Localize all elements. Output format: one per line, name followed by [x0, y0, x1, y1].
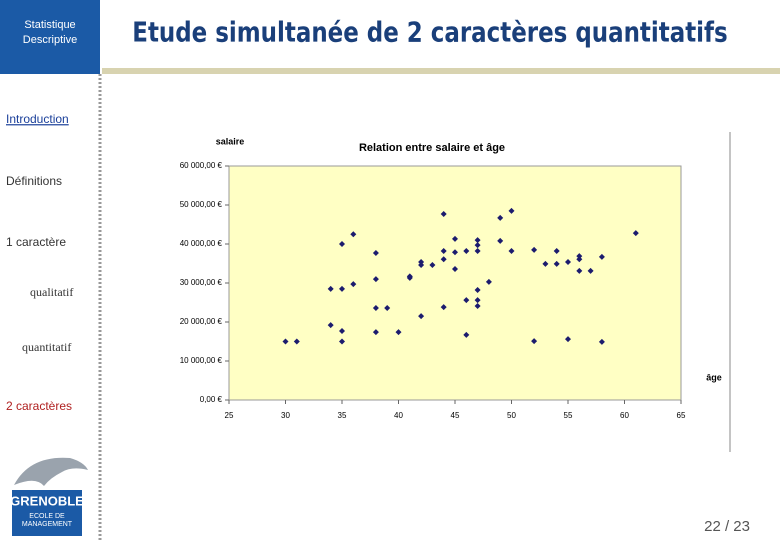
point — [327, 285, 334, 292]
x-tick-label: 40 — [394, 411, 403, 420]
point — [372, 276, 379, 283]
logo-subtitle-wrap: ECOLE DE MANAGEMENT — [21, 513, 73, 528]
point — [598, 338, 605, 345]
x-axis-label: âge — [706, 372, 722, 382]
point — [372, 304, 379, 311]
point — [531, 338, 538, 345]
point — [508, 207, 515, 214]
point — [474, 242, 481, 249]
point — [463, 248, 470, 255]
point — [372, 329, 379, 336]
logo-name: GRENOBLE — [10, 493, 84, 508]
point — [418, 262, 425, 269]
x-tick-label: 30 — [281, 411, 290, 420]
sidebar-header-box — [0, 0, 100, 74]
point — [339, 327, 345, 334]
y-tick-label: 0,00 € — [200, 395, 223, 404]
point — [293, 338, 300, 345]
x-tick-label: 65 — [677, 411, 686, 420]
point — [452, 249, 458, 256]
nav-item[interactable]: quantitatif — [22, 340, 71, 354]
point — [463, 331, 470, 338]
nav-item[interactable]: 2 caractères — [6, 399, 72, 413]
y-tick-label: 30 000,00 € — [180, 278, 223, 287]
logo-box — [12, 490, 82, 536]
point — [440, 304, 447, 311]
point — [440, 248, 447, 255]
point — [452, 265, 458, 272]
nav-item[interactable]: qualitatif — [30, 285, 73, 299]
point — [474, 248, 481, 255]
point — [553, 260, 560, 267]
y-tick-label: 50 000,00 € — [180, 200, 223, 209]
point — [598, 253, 605, 260]
slide-title: Etude simultanée de 2 caractères quantit… — [132, 17, 727, 50]
point — [282, 338, 289, 345]
point — [632, 230, 639, 237]
point — [474, 287, 481, 294]
point — [384, 304, 391, 311]
y-tick-label: 60 000,00 € — [180, 161, 223, 170]
point — [339, 241, 345, 247]
point — [576, 267, 583, 274]
point — [474, 303, 481, 310]
point — [418, 313, 425, 320]
y-tick-label: 10 000,00 € — [180, 356, 223, 365]
point — [406, 273, 413, 280]
point — [587, 267, 594, 274]
point — [463, 297, 470, 304]
point — [339, 338, 345, 345]
point — [508, 248, 515, 255]
logo-dolphin — [14, 457, 88, 486]
x-tick-label: 50 — [507, 411, 516, 420]
point — [553, 248, 560, 255]
x-tick-label: 25 — [225, 411, 234, 420]
sidebar-header-wrap: Statistique Descriptive — [22, 19, 78, 46]
point — [474, 297, 481, 304]
nav-item[interactable]: Introduction — [6, 112, 69, 126]
plot-area — [228, 165, 682, 401]
y-axis-label: salaire — [216, 136, 245, 146]
point — [418, 258, 425, 265]
point — [485, 278, 492, 285]
point — [576, 253, 583, 260]
point — [497, 214, 504, 221]
point — [531, 246, 538, 253]
x-tick-label: 55 — [564, 411, 573, 420]
nav-item[interactable]: 1 caractère — [6, 235, 66, 249]
point — [395, 329, 402, 336]
point — [350, 231, 357, 238]
x-tick-label: 60 — [620, 411, 629, 420]
x-tick-label: 35 — [338, 411, 347, 420]
point — [474, 237, 481, 244]
point — [497, 237, 504, 244]
point — [372, 249, 379, 256]
x-tick-label: 45 — [451, 411, 460, 420]
point — [440, 210, 447, 217]
sidebar-header: Statistique Descriptive — [22, 19, 78, 46]
point — [440, 256, 447, 263]
chart-title: Relation entre salaire et âge — [359, 142, 505, 154]
logo-subtitle: ECOLE DE MANAGEMENT — [21, 513, 73, 528]
y-tick-label: 40 000,00 € — [180, 239, 223, 248]
y-tick-label: 20 000,00 € — [180, 317, 223, 326]
point — [327, 322, 334, 329]
point — [429, 262, 436, 269]
point — [350, 281, 357, 288]
point — [565, 336, 571, 343]
page-number: 22 / 23 — [704, 518, 750, 535]
point — [565, 258, 571, 265]
point — [452, 235, 458, 242]
point — [576, 256, 583, 263]
title-bar — [102, 68, 780, 74]
nav-item[interactable]: Définitions — [6, 174, 62, 188]
point — [339, 285, 345, 292]
point — [542, 260, 549, 267]
